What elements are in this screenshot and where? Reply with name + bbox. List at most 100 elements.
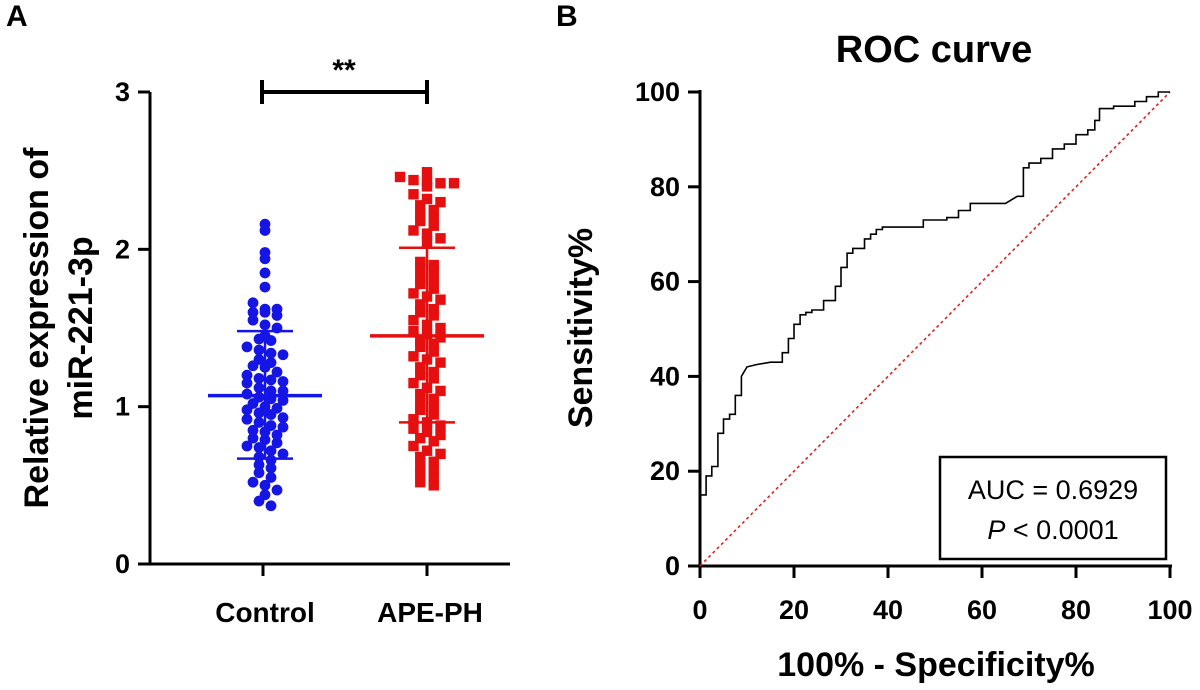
data-point-control [247, 306, 259, 318]
panel-b-label: B [556, 0, 578, 33]
data-point-ape-ph [415, 341, 426, 353]
data-point-ape-ph [408, 377, 419, 389]
data-point-ape-ph [428, 401, 439, 412]
roc-x-ticks: 0 20 40 60 80 100 [692, 566, 1193, 625]
data-point-ape-ph [415, 370, 426, 381]
data-point-control [253, 417, 265, 428]
data-point-ape-ph [428, 464, 439, 475]
data-point-control [277, 376, 289, 387]
data-point-ape-ph [408, 351, 419, 362]
data-point-ape-ph [408, 189, 419, 200]
data-point-control [265, 500, 277, 512]
significance-bracket: ** [260, 54, 429, 104]
data-point-ape-ph [428, 212, 439, 224]
data-point-ape-ph [415, 335, 426, 346]
data-point-control [241, 440, 253, 452]
data-point-control [247, 297, 259, 309]
data-point-ape-ph [415, 215, 426, 227]
roc-curve-line [699, 91, 1170, 500]
data-point-ape-ph [415, 362, 426, 373]
data-point-control [247, 360, 259, 372]
data-point-control [253, 495, 265, 507]
p-value: P < 0.0001 [987, 515, 1118, 545]
data-point-ape-ph [415, 461, 426, 472]
data-point-ape-ph [435, 357, 446, 368]
data-point-ape-ph [415, 256, 426, 268]
auc-box: AUC = 0.6929 P < 0.0001 [938, 455, 1168, 561]
data-point-control [259, 319, 271, 331]
roc-y-tick-label-80: 80 [650, 172, 680, 202]
roc-y-tick-label-60: 60 [650, 267, 680, 297]
panel-a-label: A [6, 0, 28, 33]
data-point-ape-ph [428, 366, 439, 378]
data-point-control [253, 459, 265, 471]
data-point-ape-ph [428, 456, 439, 467]
data-point-control [271, 366, 283, 378]
data-point-control [253, 442, 265, 453]
data-point-ape-ph [428, 310, 439, 321]
y-tick-label-3: 3 [115, 77, 130, 107]
roc-x-tick-label-100: 100 [1147, 595, 1192, 625]
data-point-ape-ph [415, 263, 426, 274]
data-point-ape-ph [435, 448, 446, 460]
data-point-control [259, 225, 271, 236]
data-point-ape-ph [435, 420, 446, 431]
data-point-ape-ph [415, 209, 426, 220]
data-point-control [253, 372, 265, 384]
data-point-ape-ph [428, 472, 439, 483]
data-point-ape-ph [415, 388, 426, 400]
dot-plot-error-bars [208, 246, 484, 460]
data-point-control [277, 421, 289, 433]
auc-value: AUC = 0.6929 [968, 475, 1138, 505]
dot-plot-y-ticks: 0 1 2 3 [115, 77, 150, 579]
data-point-ape-ph [428, 480, 439, 491]
data-point-ape-ph [415, 404, 426, 416]
data-point-ape-ph [428, 204, 439, 216]
data-point-ape-ph [408, 288, 419, 299]
data-point-control [271, 484, 283, 496]
roc-x-tick-label-60: 60 [967, 595, 997, 625]
data-point-ape-ph [435, 385, 446, 397]
significance-stars: ** [332, 54, 356, 87]
roc-title: ROC curve [836, 29, 1032, 71]
data-point-control [259, 479, 271, 491]
roc-x-tick-label-20: 20 [779, 595, 809, 625]
data-point-control [277, 394, 289, 406]
dot-plot-x-ticks [261, 564, 429, 576]
data-point-ape-ph [415, 476, 426, 488]
roc-y-ticks: 0 20 40 60 80 100 [635, 77, 700, 581]
data-point-ape-ph [421, 445, 433, 456]
data-point-ape-ph [435, 178, 446, 189]
category-label-ape-ph: APE-PH [377, 597, 483, 628]
data-point-control [241, 377, 253, 389]
data-point-ape-ph [408, 225, 419, 236]
data-point-control [265, 335, 277, 346]
data-point-ape-ph [415, 307, 426, 318]
data-point-control [265, 374, 277, 386]
data-point-control [265, 385, 277, 397]
data-point-control [247, 432, 259, 444]
data-point-control [259, 281, 271, 293]
data-point-ape-ph [428, 338, 439, 349]
data-point-control [241, 369, 253, 381]
y-tick-label-1: 1 [115, 392, 130, 422]
dot-plot-y-label-line2: miR-221-3p [62, 236, 100, 419]
data-point-ape-ph [428, 346, 439, 357]
data-point-control [277, 412, 289, 424]
data-point-ape-ph [428, 303, 439, 315]
data-point-control [253, 382, 265, 394]
data-point-control [253, 467, 265, 479]
data-point-control [265, 472, 277, 483]
data-point-control [277, 385, 289, 397]
data-point-control [265, 347, 277, 359]
roc-y-label: Sensitivity% [562, 228, 600, 428]
data-point-control [247, 314, 259, 326]
data-point-ape-ph [415, 272, 426, 283]
roc-y-tick-label-100: 100 [635, 77, 680, 107]
roc-panel: ROC curve 0 20 40 60 80 100 0 20 40 60 80 100 100%… [562, 29, 1193, 684]
data-point-control [271, 429, 283, 441]
data-point-ape-ph [428, 220, 439, 231]
data-point-ape-ph [435, 233, 446, 244]
data-point-ape-ph [421, 426, 433, 438]
data-point-ape-ph [435, 196, 446, 208]
